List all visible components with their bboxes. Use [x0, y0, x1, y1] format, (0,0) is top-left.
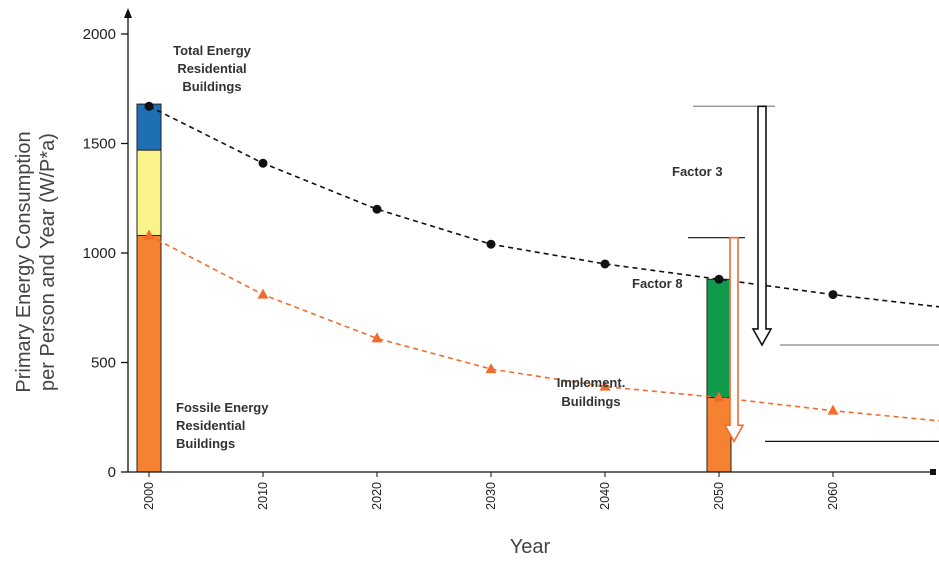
reference-lines: 580140 [765, 344, 939, 442]
series-1-point-2050 [713, 391, 725, 402]
y-axis-label-line1: Primary Energy Consumption [13, 131, 35, 392]
x-axis-arrowhead [930, 469, 936, 475]
y-tick-label-1500: 1500 [83, 136, 116, 153]
implement-line1: Implement. [557, 375, 626, 390]
series-0-point-2000 [144, 101, 154, 111]
axes [124, 8, 936, 475]
implement-annotation: Implement. Buildings [557, 375, 626, 409]
y-tick-label-1000: 1000 [83, 245, 116, 262]
bar-2050-segment-1 [706, 278, 732, 399]
factor3-label: Factor 3 [672, 164, 723, 179]
total-energy-line2: Residential [177, 61, 246, 76]
y-axis-arrowhead [124, 8, 132, 18]
series-0-point-2060 [828, 290, 838, 300]
x-tick-label-2020: 2020 [370, 482, 384, 510]
y-axis-label: Primary Energy Consumption per Person an… [13, 131, 59, 392]
bar-2050-segment-0 [706, 397, 732, 473]
implement-line2: Buildings [561, 394, 620, 409]
total-energy-line1: Total Energy [173, 43, 252, 58]
x-tick-label-2060: 2060 [826, 482, 840, 510]
series-0-point-2040 [600, 259, 610, 269]
x-tick-label-2010: 2010 [256, 482, 270, 510]
series-1-point-2010 [257, 288, 269, 299]
series-1-line [148, 234, 939, 422]
series-1-point-2060 [827, 404, 839, 415]
factor-arrow-1 [723, 236, 745, 443]
factor-arrows [688, 105, 775, 443]
factor-arrow-0 [751, 105, 773, 347]
series-1-point-2030 [485, 363, 497, 374]
total-energy-annotation: Total Energy Residential Buildings [173, 43, 252, 94]
x-tick-label-2000: 2000 [142, 482, 156, 510]
bar-2000-segment-1 [136, 149, 162, 236]
x-tick-label-2040: 2040 [598, 482, 612, 510]
total-energy-line3: Buildings [182, 79, 241, 94]
x-axis-label: Year [510, 536, 551, 558]
series-1-point-2020 [371, 332, 383, 343]
factor8-label: Factor 8 [632, 276, 683, 291]
y-tick-label-500: 500 [91, 355, 116, 372]
series-0-point-2050 [714, 274, 724, 284]
y-tick-label-0: 0 [108, 464, 116, 481]
fossile-energy-annotation: Fossile Energy Residential Buildings [176, 400, 269, 451]
y-ticks: 0 500 1000 1500 2000 [83, 26, 128, 481]
fossile-energy-line1: Fossile Energy [176, 400, 269, 415]
x-ticks: 2000201020202030204020502060207020802090… [142, 472, 840, 510]
x-tick-label-2050: 2050 [712, 482, 726, 510]
series [143, 101, 939, 422]
series-1-point-2000 [143, 229, 155, 240]
fossile-energy-line2: Residential [176, 418, 245, 433]
x-tick-label-2030: 2030 [484, 482, 498, 510]
fossile-energy-line3: Buildings [176, 436, 235, 451]
y-axis-label-line2: per Person and Year (W/P*a) [37, 133, 59, 391]
series-1-point-2040 [599, 380, 611, 391]
bar-2000-segment-0 [136, 234, 162, 473]
series-0-point-2010 [258, 158, 268, 168]
series-0-line [148, 105, 939, 308]
series-0-point-2030 [486, 239, 496, 249]
y-tick-label-2000: 2000 [83, 26, 116, 43]
series-0-point-2020 [372, 204, 382, 214]
